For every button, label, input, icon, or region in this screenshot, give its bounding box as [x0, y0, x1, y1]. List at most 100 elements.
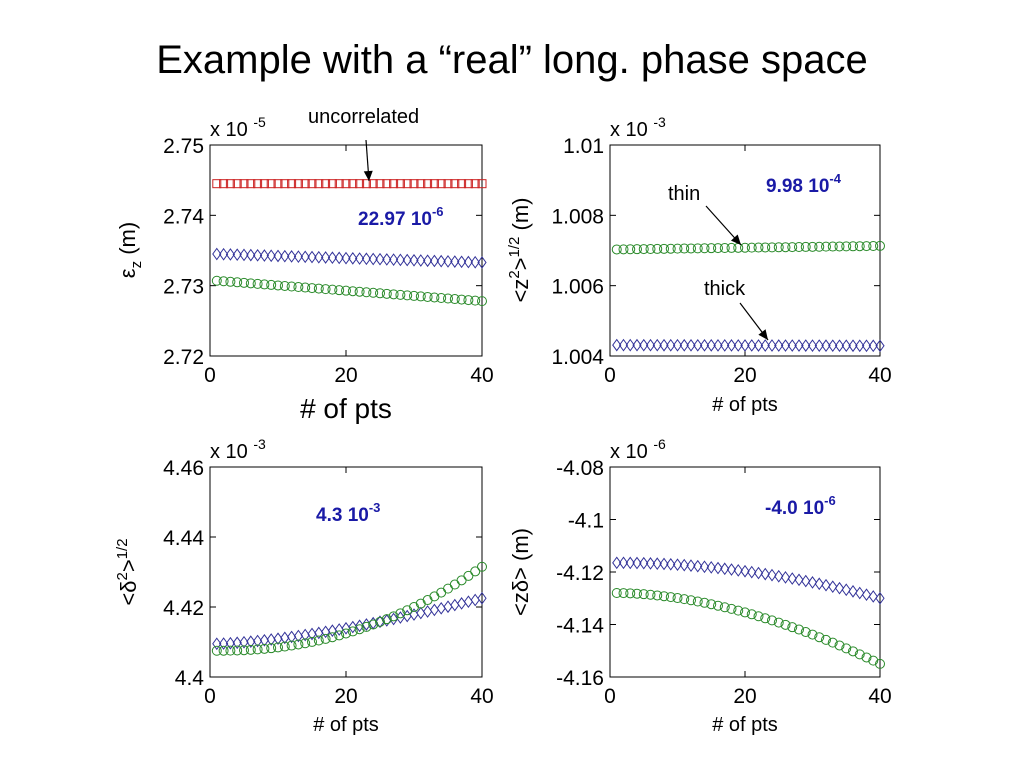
diamond-point	[794, 573, 804, 587]
series-diamond	[612, 556, 885, 605]
diamond-point	[422, 605, 433, 618]
diamond-point	[280, 631, 290, 645]
diamond-point	[450, 598, 460, 612]
circle-point	[422, 291, 433, 302]
y-tick-label: 1.01	[563, 135, 604, 158]
circle-point	[665, 592, 676, 603]
circle-point	[726, 603, 737, 614]
y-tick-label: 4.46	[163, 457, 204, 480]
square-point	[409, 179, 419, 189]
circle-point	[477, 561, 487, 572]
square-point	[477, 179, 487, 189]
square-point	[436, 179, 446, 189]
diamond-point	[293, 629, 304, 643]
diamond-point	[618, 556, 629, 570]
circle-point	[218, 276, 229, 287]
diamond-point	[632, 338, 642, 352]
circle-point	[686, 243, 696, 254]
circle-point	[780, 242, 791, 253]
square-point	[341, 179, 351, 189]
square-point	[361, 179, 371, 189]
square-point	[293, 179, 303, 189]
circle-point	[463, 295, 474, 306]
diamond-point	[320, 625, 331, 639]
y-tick-label: 1.006	[551, 276, 604, 299]
circle-point	[861, 241, 872, 252]
diamond-point	[740, 339, 750, 352]
series-circle	[611, 240, 885, 255]
circle-point	[422, 595, 433, 606]
series-diamond	[212, 591, 487, 651]
diamond-point	[645, 557, 656, 570]
square-point	[334, 179, 344, 189]
square-point	[239, 179, 249, 189]
y-tick-label: -4.1	[568, 510, 604, 533]
circle-point	[787, 622, 798, 633]
diamond-point	[652, 557, 662, 571]
circle-point	[320, 633, 331, 644]
y-axis-label: <δ2>1/2	[114, 538, 141, 605]
diamond-point	[246, 635, 256, 649]
circle-point	[239, 645, 249, 656]
circle-point	[672, 243, 683, 254]
square-point	[395, 179, 405, 189]
diamond-point	[821, 578, 831, 592]
circle-point	[266, 279, 277, 290]
diamond-point	[456, 255, 467, 269]
diamond-point	[232, 248, 242, 262]
diamond-point	[679, 338, 689, 352]
circle-point	[692, 596, 703, 607]
diamond-point	[666, 338, 676, 352]
diamond-point	[693, 338, 703, 352]
diamond-point	[388, 253, 399, 266]
diamond-point	[767, 339, 777, 352]
chart-panel-2: 1.004 1.006 1.008 1.01 0 20 40 # of pts x 10 -3 <…	[506, 114, 892, 416]
diamond-point	[733, 564, 743, 577]
y-tick-label: 2.75	[163, 135, 204, 158]
diamond-point	[645, 338, 656, 352]
circle-point	[449, 294, 460, 305]
diamond-point	[293, 250, 304, 263]
y-axis-label: <zδ> (m)	[508, 528, 533, 616]
circle-point	[659, 591, 669, 602]
circle-point	[821, 241, 831, 252]
diamond-point	[834, 339, 845, 353]
y-tick-label: 2.73	[163, 276, 204, 299]
circle-point	[388, 289, 399, 300]
circle-point	[368, 287, 379, 298]
circle-point	[800, 627, 811, 638]
diamond-point	[855, 586, 865, 600]
circle-point	[279, 641, 290, 652]
circle-point	[456, 294, 467, 305]
diamond-point	[382, 253, 392, 266]
diamond-point	[672, 338, 683, 352]
diamond-point	[801, 339, 811, 352]
circle-point	[334, 285, 345, 296]
circle-point	[625, 588, 636, 599]
diamond-point	[239, 635, 249, 649]
diamond-point	[463, 255, 474, 269]
plot-frame	[209, 144, 483, 357]
circle-point	[652, 243, 663, 254]
circle-point	[361, 287, 372, 298]
circle-point	[307, 636, 317, 647]
circle-point	[794, 624, 804, 635]
diamond-point	[740, 564, 750, 578]
circle-point	[692, 243, 703, 254]
y-tick-label: -4.08	[556, 457, 604, 480]
y-tick-label: 1.008	[551, 205, 604, 228]
square-point	[457, 179, 467, 189]
circle-point	[611, 244, 622, 255]
circle-point	[854, 241, 865, 252]
diamond-point	[341, 251, 351, 265]
x-tick-label: 0	[204, 364, 216, 387]
circle-point	[293, 639, 304, 650]
diamond-point	[409, 253, 419, 267]
diamond-point	[286, 250, 297, 263]
circle-point	[767, 615, 777, 626]
circle-point	[429, 292, 440, 303]
circle-point	[645, 243, 656, 254]
circle-point	[652, 590, 663, 601]
circle-point	[767, 242, 777, 253]
circle-point	[211, 645, 222, 656]
